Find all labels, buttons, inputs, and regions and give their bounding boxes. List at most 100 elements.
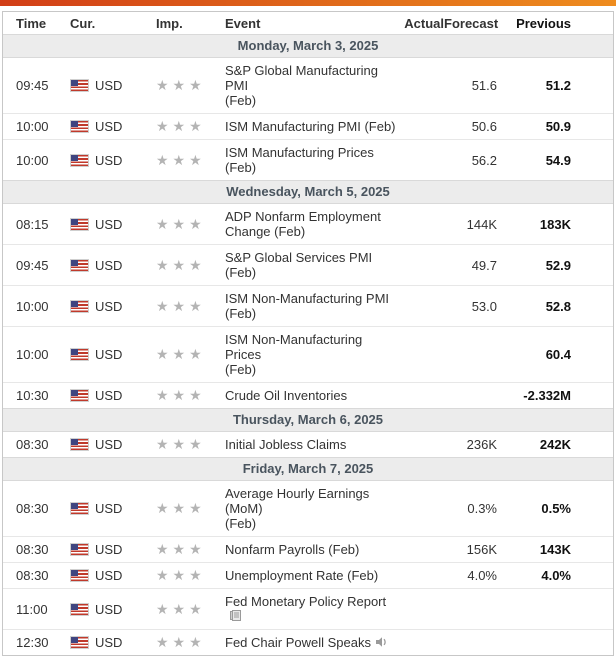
event-row[interactable]: 10:00 USD ★★★ ISM Non-Manufacturing PMI …: [3, 285, 613, 326]
event-row[interactable]: 08:30 USD ★★★ Unemployment Rate (Feb) 4.…: [3, 562, 613, 588]
event-link[interactable]: Nonfarm Payrolls (Feb): [225, 542, 360, 557]
currency-label: USD: [95, 542, 123, 557]
event-link[interactable]: Crude Oil Inventories: [225, 388, 348, 403]
event-link[interactable]: S&P Global Manufacturing PMI (Feb): [225, 63, 378, 108]
event-cell: ISM Manufacturing Prices (Feb): [225, 145, 404, 175]
event-cell: Unemployment Rate (Feb): [225, 568, 404, 583]
forecast-value: 0.3%: [467, 501, 497, 516]
event-cell: Crude Oil Inventories: [225, 388, 404, 403]
report-icon[interactable]: [229, 609, 242, 622]
header-actual: Actual: [404, 15, 444, 31]
importance-stars-icon: ★★★: [156, 118, 206, 134]
event-link[interactable]: ISM Non-Manufacturing PMI (Feb): [225, 291, 390, 321]
us-flag-icon: [70, 502, 89, 515]
importance-cell: ★★★: [138, 119, 225, 134]
event-link[interactable]: Average Hourly Earnings (MoM) (Feb): [225, 486, 370, 531]
us-flag-icon: [70, 389, 89, 402]
event-row[interactable]: 10:30 USD ★★★ Crude Oil Inventories -2.3…: [3, 382, 613, 408]
currency-cell: USD: [70, 602, 138, 617]
date-section-row: Thursday, March 6, 2025: [3, 408, 613, 432]
event-cell: Initial Jobless Claims: [225, 437, 404, 452]
event-time: 08:30: [16, 437, 49, 452]
importance-cell: ★★★: [138, 601, 225, 617]
event-link[interactable]: Fed Monetary Policy Report: [225, 594, 387, 609]
speaker-icon[interactable]: [375, 636, 388, 648]
event-row[interactable]: 10:00 USD ★★★ ISM Manufacturing Prices (…: [3, 139, 613, 180]
event-link[interactable]: ISM Manufacturing PMI (Feb): [225, 119, 396, 134]
date-row-label: Wednesday, March 5, 2025: [226, 184, 390, 199]
currency-cell: USD: [70, 217, 138, 232]
importance-cell: ★★★: [138, 257, 225, 273]
previous-value: 242K: [539, 437, 571, 452]
importance-stars-icon: ★★★: [156, 215, 206, 232]
event-time: 08:30: [16, 542, 49, 557]
event-link[interactable]: Unemployment Rate (Feb): [225, 568, 379, 583]
date-section-row: Monday, March 3, 2025: [3, 34, 613, 58]
event-link[interactable]: Fed Chair Powell Speaks: [225, 635, 371, 650]
previous-value: 60.4: [545, 347, 571, 362]
event-link[interactable]: ISM Non-Manufacturing Prices (Feb): [225, 332, 363, 377]
currency-label: USD: [95, 437, 123, 452]
event-row[interactable]: 08:30 USD ★★★ Average Hourly Earnings (M…: [3, 481, 613, 536]
event-link[interactable]: ISM Manufacturing Prices (Feb): [225, 145, 374, 175]
event-row[interactable]: 12:30 USD ★★★ Fed Chair Powell Speaks: [3, 629, 613, 655]
previous-value: 50.9: [545, 119, 571, 134]
event-link[interactable]: Initial Jobless Claims: [225, 437, 347, 452]
event-row[interactable]: 09:45 USD ★★★ S&P Global Services PMI (F…: [3, 244, 613, 285]
importance-cell: ★★★: [138, 78, 225, 93]
event-time: 08:15: [16, 216, 49, 232]
event-row[interactable]: 08:30 USD ★★★ Nonfarm Payrolls (Feb) 156…: [3, 536, 613, 562]
currency-label: USD: [95, 501, 123, 516]
importance-cell: ★★★: [138, 347, 225, 362]
forecast-value: 236K: [466, 437, 497, 452]
importance-cell: ★★★: [138, 388, 225, 403]
importance-stars-icon: ★★★: [156, 346, 206, 362]
previous-value: 52.9: [545, 257, 571, 273]
currency-label: USD: [95, 388, 123, 403]
currency-label: USD: [95, 568, 123, 583]
header-forecast: Forecast: [444, 15, 499, 31]
importance-cell: ★★★: [138, 635, 225, 650]
importance-cell: ★★★: [138, 298, 225, 314]
header-time: Time: [16, 15, 47, 31]
date-section-row: Friday, March 7, 2025: [3, 457, 613, 481]
event-cell: ISM Manufacturing PMI (Feb): [225, 119, 404, 134]
forecast-value: 56.2: [471, 152, 497, 168]
event-cell: ISM Non-Manufacturing Prices (Feb): [225, 332, 404, 377]
event-cell: Fed Chair Powell Speaks: [225, 635, 404, 650]
event-row[interactable]: 10:00 USD ★★★ ISM Manufacturing PMI (Feb…: [3, 113, 613, 139]
event-time: 10:00: [16, 347, 49, 362]
currency-label: USD: [95, 78, 123, 93]
header-event: Event: [225, 15, 261, 31]
currency-cell: USD: [70, 78, 138, 93]
currency-cell: USD: [70, 542, 138, 557]
importance-stars-icon: ★★★: [156, 500, 206, 516]
importance-stars-icon: ★★★: [156, 541, 206, 557]
previous-value: 183K: [539, 216, 571, 232]
currency-cell: USD: [70, 568, 138, 583]
previous-value: 4.0%: [541, 568, 571, 583]
event-row[interactable]: 10:00 USD ★★★ ISM Non-Manufacturing Pric…: [3, 326, 613, 382]
us-flag-icon: [70, 258, 89, 272]
previous-value: 54.9: [545, 152, 571, 168]
event-cell: Fed Monetary Policy Report: [225, 594, 404, 624]
importance-cell: ★★★: [138, 215, 225, 232]
economic-calendar-table: Time Cur. Imp. Event Actual Forecast Pre…: [2, 11, 614, 656]
us-flag-icon: [70, 299, 89, 313]
event-row[interactable]: 08:15 USD ★★★ ADP Nonfarm Employment Cha…: [3, 204, 613, 244]
currency-label: USD: [95, 257, 123, 273]
event-row[interactable]: 08:30 USD ★★★ Initial Jobless Claims 236…: [3, 432, 613, 457]
us-flag-icon: [70, 569, 89, 582]
currency-cell: USD: [70, 347, 138, 362]
event-cell: Average Hourly Earnings (MoM) (Feb): [225, 486, 404, 531]
date-row-label: Monday, March 3, 2025: [237, 38, 379, 53]
event-row[interactable]: 11:00 USD ★★★ Fed Monetary Policy Report: [3, 588, 613, 629]
forecast-value: 156K: [466, 542, 497, 557]
us-flag-icon: [70, 79, 89, 92]
importance-cell: ★★★: [138, 437, 225, 452]
event-link[interactable]: S&P Global Services PMI (Feb): [225, 250, 373, 280]
event-row[interactable]: 09:45 USD ★★★ S&P Global Manufacturing P…: [3, 58, 613, 113]
event-cell: Nonfarm Payrolls (Feb): [225, 542, 404, 557]
previous-value: 52.8: [545, 298, 571, 314]
event-link[interactable]: ADP Nonfarm Employment Change (Feb): [225, 209, 381, 239]
